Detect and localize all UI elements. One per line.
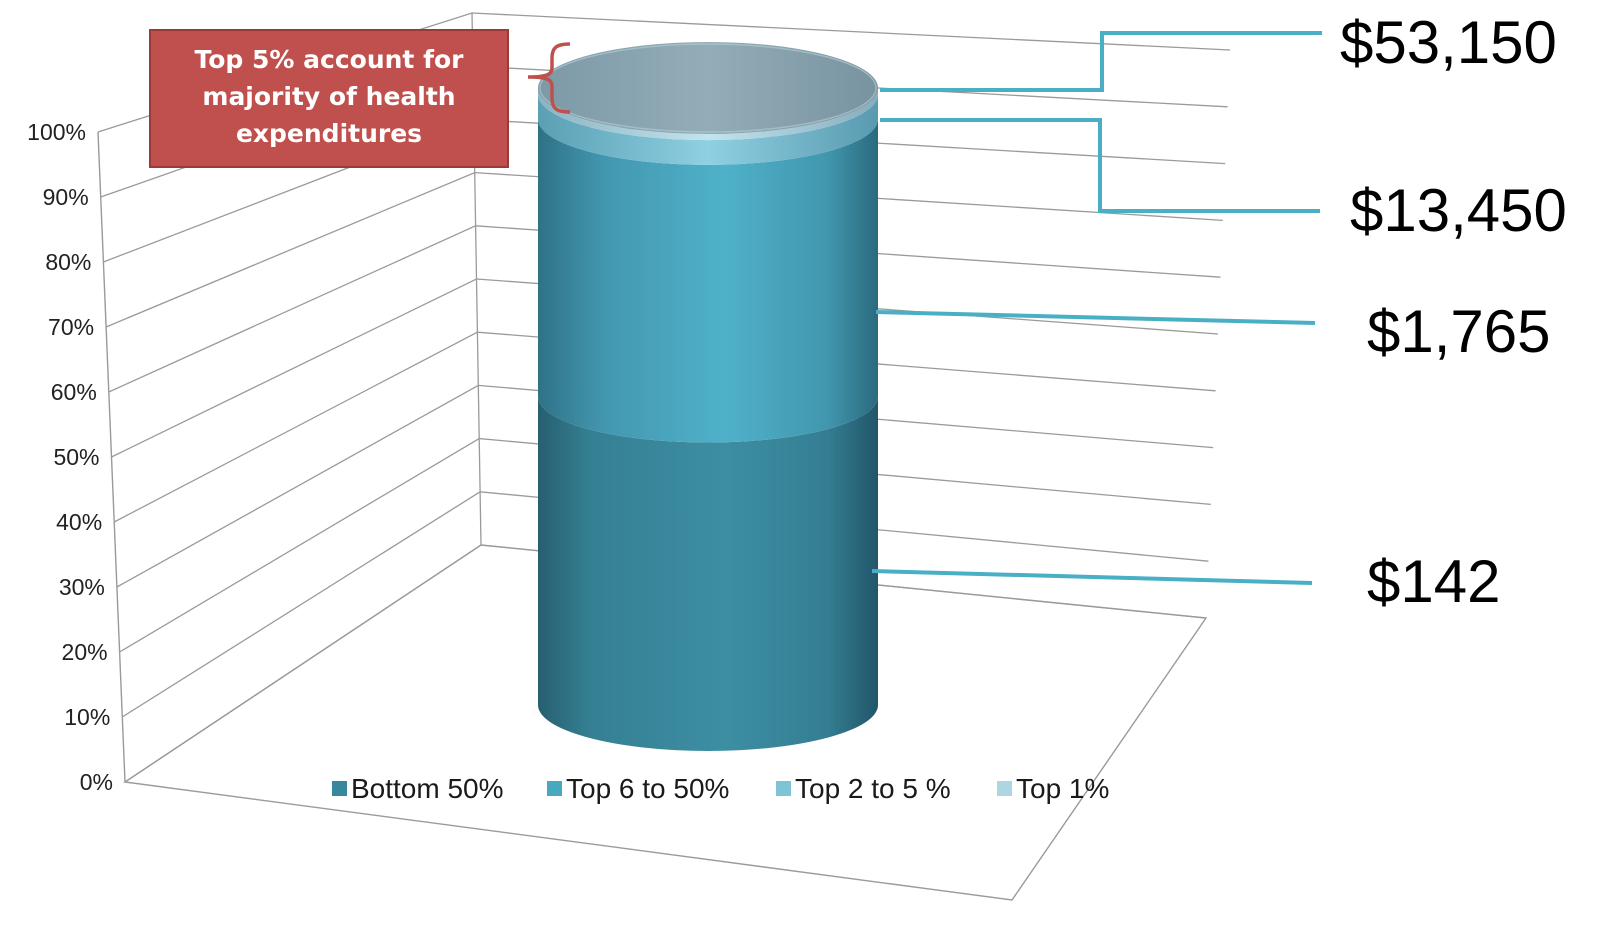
y-tick-label: 70%: [48, 314, 94, 340]
legend-swatch: [332, 781, 347, 796]
legend-swatch: [776, 781, 791, 796]
y-tick-label: 30%: [59, 574, 105, 600]
value-label: $142: [1367, 548, 1500, 615]
value-callouts: $142 $1,765 $13,450 $53,150: [871, 9, 1567, 615]
legend-label: Top 6 to 50%: [566, 773, 729, 804]
legend-label: Top 1%: [1016, 773, 1109, 804]
legend-swatch: [997, 781, 1012, 796]
cylinder-top-rim: [539, 43, 877, 133]
callout-leader-line: [880, 118, 1320, 213]
legend-swatch: [547, 781, 562, 796]
annotation-text: majority of health: [202, 82, 455, 111]
annotation-text: expenditures: [236, 119, 422, 148]
y-tick-label: 60%: [51, 379, 97, 405]
cylinder-segment-bottom-50: [538, 396, 878, 751]
annotation-text: Top 5% account for: [195, 45, 465, 74]
annotation-bracket: [527, 42, 571, 114]
cylinder-segment-top-2-5: [538, 94, 878, 165]
y-axis-line: [97, 131, 126, 783]
callout-leader-line: [871, 569, 1313, 585]
y-tick-label: 100%: [27, 119, 86, 145]
cylinder-top-cap: [538, 42, 878, 134]
value-label: $13,450: [1350, 177, 1567, 244]
y-axis-ticks: 0% 10% 20% 30% 40% 50% 60% 70% 80% 90% 100%: [27, 119, 113, 795]
value-label: $1,765: [1367, 298, 1551, 365]
annotation-callout: Top 5% account for majority of health expe…: [149, 29, 571, 168]
y-tick-label: 10%: [64, 704, 110, 730]
y-tick-label: 50%: [53, 444, 99, 470]
chart-legend: Bottom 50% Top 6 to 50% Top 2 to 5 % Top 1%: [332, 773, 1109, 804]
callout-leader-line: [880, 31, 1322, 92]
y-tick-label: 90%: [43, 184, 89, 210]
callout-leader-line: [875, 310, 1316, 325]
y-tick-label: 40%: [56, 509, 102, 535]
y-tick-label: 80%: [45, 249, 91, 275]
chart-floor: [123, 544, 1208, 901]
y-tick-label: 20%: [62, 639, 108, 665]
annotation-box: [149, 29, 509, 168]
legend-label: Top 2 to 5 %: [795, 773, 951, 804]
cylinder-segment-top-6-50: [538, 118, 878, 443]
y-tick-label: 0%: [80, 769, 113, 795]
legend-label: Bottom 50%: [351, 773, 504, 804]
value-label: $53,150: [1340, 9, 1557, 76]
stacked-cylinder-bar: [538, 42, 878, 751]
